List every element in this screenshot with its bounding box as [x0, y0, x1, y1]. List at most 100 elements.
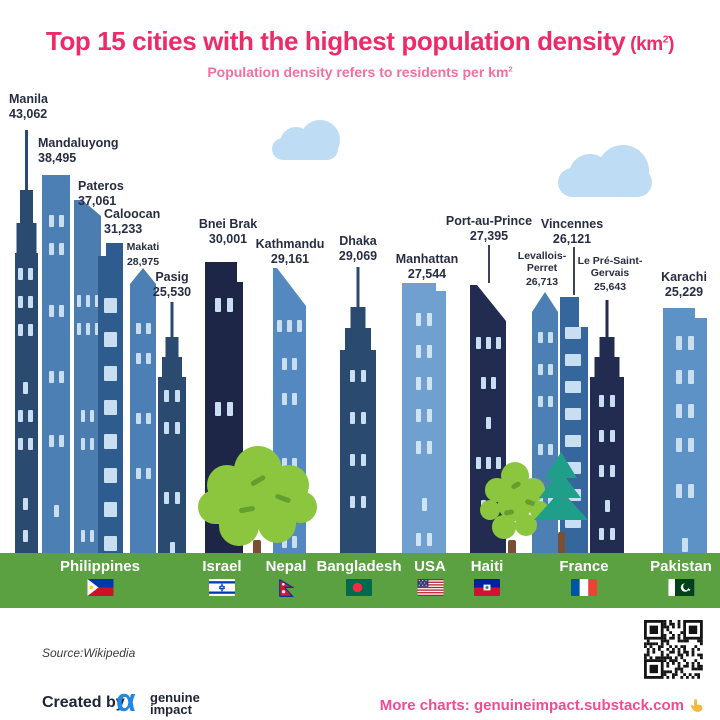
- window: [104, 536, 117, 551]
- window: [135, 468, 141, 479]
- building-pateros: [74, 200, 101, 556]
- label-karachi: Karachi 25,229: [661, 270, 707, 299]
- label-makati: Makati 28,975: [126, 241, 160, 268]
- window: [427, 409, 432, 422]
- country-philippines: Philippines: [30, 558, 170, 601]
- window: [27, 268, 33, 280]
- more-charts-text[interactable]: More charts: genuineimpact.substack.com: [379, 697, 684, 714]
- window: [27, 438, 33, 450]
- window: [48, 305, 54, 317]
- window: [175, 390, 180, 402]
- tree-icon: [198, 446, 317, 556]
- label-kathmandu: Kathmandu 29,161: [255, 237, 325, 266]
- label-levallois-perret: Levallois- Perret 26,713: [517, 250, 567, 288]
- window: [537, 364, 543, 375]
- window: [350, 370, 355, 382]
- window: [27, 410, 33, 422]
- label-manhattan: Manhattan 27,544: [395, 252, 459, 281]
- cloud-icon: [558, 145, 652, 197]
- window: [599, 395, 604, 407]
- window: [104, 332, 117, 347]
- window: [416, 345, 421, 358]
- window: [48, 243, 54, 255]
- window: [427, 377, 432, 390]
- window: [145, 468, 151, 479]
- created-by-label: Created by: [42, 694, 125, 711]
- window: [145, 413, 151, 424]
- window: [416, 441, 421, 454]
- window: [145, 353, 151, 364]
- country-label: France: [559, 558, 609, 575]
- window: [537, 396, 543, 407]
- window: [688, 438, 694, 452]
- building-le-pr-saint-gervais: [590, 300, 624, 556]
- more-charts-link[interactable]: More charts: genuineimpact.substack.com: [380, 697, 704, 714]
- window: [277, 320, 282, 332]
- window: [17, 438, 23, 450]
- window: [688, 404, 694, 418]
- label-manila: Manila 43,062: [9, 92, 48, 121]
- window: [145, 323, 151, 334]
- window: [22, 530, 28, 542]
- window: [490, 377, 496, 389]
- country-nepal: Nepal: [216, 558, 356, 602]
- pine-tree-icon: [534, 452, 588, 556]
- building-dhaka: [340, 267, 376, 556]
- window: [599, 528, 604, 540]
- tree-icon: [480, 458, 550, 556]
- window: [682, 538, 688, 552]
- window: [688, 484, 694, 498]
- window: [292, 393, 297, 405]
- window: [135, 353, 141, 364]
- label-mandaluyong: Mandaluyong 38,495: [38, 136, 119, 165]
- country-pakistan: Pakistan: [611, 558, 720, 601]
- window: [58, 243, 64, 255]
- window: [104, 434, 117, 449]
- window: [361, 454, 366, 466]
- window: [688, 336, 694, 350]
- window: [104, 298, 117, 313]
- window: [169, 542, 175, 554]
- window: [76, 323, 81, 335]
- window: [292, 358, 297, 370]
- window: [292, 458, 297, 470]
- cloud-icon: [272, 120, 340, 160]
- window: [297, 320, 302, 332]
- building-makati: [130, 268, 156, 556]
- building-manhattan: [402, 283, 446, 556]
- window: [104, 502, 117, 517]
- country-label: Israel: [202, 558, 242, 575]
- label-pasig: Pasig 25,530: [152, 270, 192, 299]
- window: [58, 305, 64, 317]
- window: [688, 370, 694, 384]
- haiti-flag-icon: [474, 579, 500, 600]
- window: [416, 377, 421, 390]
- window: [610, 430, 615, 442]
- window: [475, 457, 481, 469]
- label-dhaka: Dhaka 29,069: [338, 234, 378, 263]
- page-subtitle: Population density refers to residents p…: [207, 64, 513, 80]
- window: [427, 345, 432, 358]
- window: [175, 492, 180, 504]
- country-usa: USA: [360, 558, 500, 601]
- window: [215, 402, 221, 416]
- window: [361, 370, 366, 382]
- window: [604, 500, 610, 512]
- building-pasig: [158, 302, 186, 556]
- building-caloocan: [98, 243, 123, 556]
- country-israel: Israel: [152, 558, 292, 601]
- window: [547, 332, 553, 343]
- window: [76, 295, 81, 307]
- window: [480, 377, 486, 389]
- window: [90, 530, 94, 542]
- window: [361, 412, 366, 424]
- label-bnei-brak: Bnei Brak 30,001: [198, 217, 258, 246]
- window: [427, 533, 432, 546]
- country-label: Bangladesh: [316, 558, 402, 575]
- window: [90, 410, 94, 422]
- window: [292, 536, 297, 548]
- window: [58, 215, 64, 227]
- title-text: Top 15 cities with the highest populatio…: [45, 26, 626, 56]
